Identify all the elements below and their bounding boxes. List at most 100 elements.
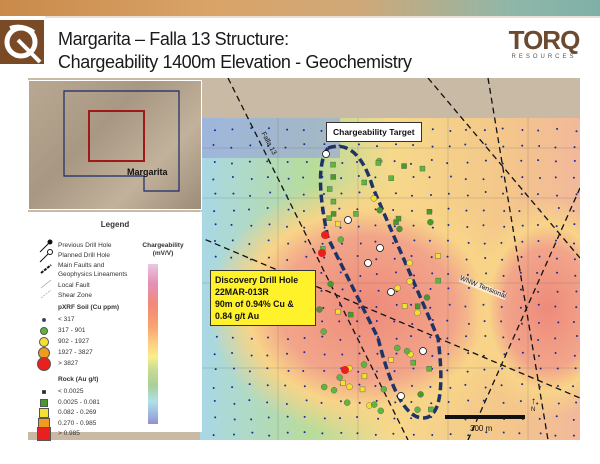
soil-sample-dot xyxy=(518,338,521,341)
soil-sample-dot xyxy=(286,415,289,418)
drill-hole-collar xyxy=(419,347,427,355)
soil-sample-dot xyxy=(521,240,524,243)
soil-sample-dot xyxy=(287,242,290,245)
soil-sample-dot xyxy=(521,144,524,147)
soil-sample-dot xyxy=(231,175,234,178)
soil-sample-dot xyxy=(393,225,396,228)
soil-sample-dot xyxy=(446,162,449,165)
soil-sample-dot xyxy=(286,431,289,434)
soil-sample-dot xyxy=(395,337,398,340)
drill-hole-collar xyxy=(387,288,395,296)
inset-label: Margarita xyxy=(127,167,168,177)
soil-sample-dot xyxy=(554,434,557,437)
soil-sample-dot xyxy=(341,242,344,245)
soil-sample-dot xyxy=(520,193,523,196)
soil-sample-dot xyxy=(448,303,451,306)
soil-sample-dot xyxy=(575,193,578,196)
soil-sample-point xyxy=(370,401,378,408)
soil-sample-dot xyxy=(341,161,344,164)
soil-sample-point xyxy=(316,306,323,313)
soil-sample-dot xyxy=(484,191,487,194)
rock-sample-point xyxy=(353,211,359,217)
soil-legend-label: 317 - 901 xyxy=(58,327,86,334)
soil-sample-dot xyxy=(556,290,559,293)
soil-sample-dot xyxy=(339,338,342,341)
soil-sample-dot xyxy=(395,143,398,146)
soil-sample-dot xyxy=(502,145,505,148)
soil-sample-dot xyxy=(267,127,270,130)
soil-sample-dot xyxy=(341,353,344,356)
rock-sample-point xyxy=(414,303,421,309)
soil-sample-dot xyxy=(573,354,576,357)
soil-sample-dot xyxy=(554,239,557,242)
soil-sample-dot xyxy=(537,338,540,341)
soil-sample-dot xyxy=(447,353,450,356)
soil-sample-dot xyxy=(410,335,413,338)
legend: Legend Previous Drill Hole Planned Drill… xyxy=(28,212,202,441)
soil-sample-dot xyxy=(357,370,360,373)
soil-sample-dot xyxy=(482,209,485,212)
rock-sample-point xyxy=(330,198,337,205)
soil-sample-dot xyxy=(447,224,450,227)
soil-sample-dot xyxy=(305,399,308,402)
soil-sample-dot xyxy=(502,431,505,434)
soil-sample-dot xyxy=(212,143,215,146)
soil-sample-dot xyxy=(574,367,577,370)
soil-sample-dot xyxy=(287,369,290,372)
soil-sample-dot xyxy=(575,290,578,293)
soil-sample-dot xyxy=(521,224,524,227)
soil-sample-dot xyxy=(446,319,449,322)
soil-sample-dot xyxy=(410,209,413,212)
soil-sample-dot xyxy=(410,303,413,306)
soil-sample-dot xyxy=(286,352,289,355)
drill-hole-collar xyxy=(397,392,405,400)
soil-sample-dot xyxy=(302,176,305,179)
soil-sample-point xyxy=(327,280,334,288)
soil-sample-dot xyxy=(520,256,523,259)
soil-sample-dot xyxy=(449,433,452,436)
soil-sample-dot xyxy=(339,400,342,403)
soil-sample-dot xyxy=(393,160,396,163)
soil-sample-dot xyxy=(320,209,323,212)
soil-sample-dot xyxy=(430,256,433,259)
soil-sample-dot xyxy=(539,432,542,435)
soil-sample-dot xyxy=(394,192,397,195)
soil-sample-dot xyxy=(482,354,485,357)
soil-sample-dot xyxy=(302,193,305,196)
soil-sample-point xyxy=(336,374,343,381)
scale-bar xyxy=(445,415,525,419)
soil-sample-dot xyxy=(502,336,505,339)
soil-sample-dot xyxy=(338,144,341,147)
soil-sample-point xyxy=(414,309,421,317)
soil-sample-dot xyxy=(377,336,380,339)
soil-sample-dot xyxy=(357,225,360,228)
soil-sample-dot xyxy=(357,175,360,178)
soil-sample-dot xyxy=(431,319,434,322)
soil-legend-label: < 317 xyxy=(58,316,75,323)
soil-sample-dot xyxy=(466,161,469,164)
legend-soil-title: pXRF Soil (Cu ppm) xyxy=(58,304,120,311)
soil-sample-dot xyxy=(303,226,306,229)
rock-legend-label: 0.0025 - 0.081 xyxy=(58,398,100,406)
rock-symbol-icon xyxy=(37,427,51,441)
soil-sample-dot xyxy=(538,144,541,147)
soil-sample-dot xyxy=(467,399,470,402)
soil-sample-dot xyxy=(430,402,433,405)
soil-sample-dot xyxy=(338,417,341,420)
soil-sample-dot xyxy=(269,191,272,194)
soil-sample-dot xyxy=(214,223,217,226)
soil-sample-dot xyxy=(375,320,378,323)
drill-hole-collar xyxy=(344,216,352,224)
soil-sample-dot xyxy=(446,255,449,258)
soil-sample-dot xyxy=(395,352,398,355)
header-rule xyxy=(45,16,600,18)
soil-sample-point xyxy=(376,207,383,214)
soil-sample-dot xyxy=(429,306,432,309)
soil-sample-dot xyxy=(266,176,269,179)
soil-sample-dot xyxy=(213,129,216,132)
soil-sample-dot xyxy=(556,194,559,197)
soil-sample-dot xyxy=(538,209,541,212)
soil-sample-dot xyxy=(485,272,488,275)
soil-sample-dot xyxy=(484,143,487,146)
soil-sample-dot xyxy=(431,434,434,437)
